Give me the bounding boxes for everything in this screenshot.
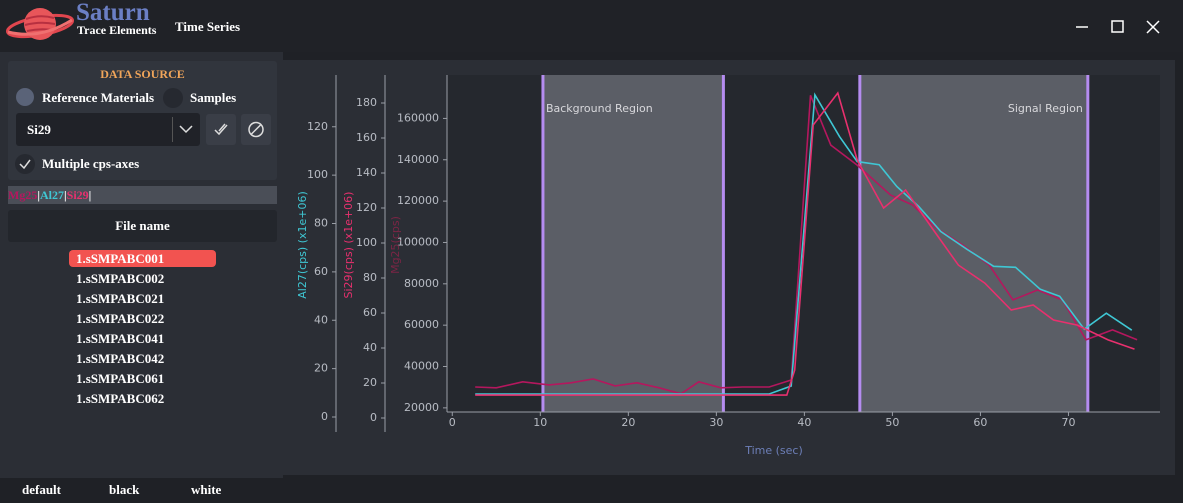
title-bar (0, 0, 1183, 52)
y-tick-label: 140000 (397, 153, 439, 166)
legend-item: Mg25 (8, 188, 38, 202)
y-tick-label: 60000 (404, 318, 439, 331)
y-tick-label: 20 (363, 376, 377, 389)
x-tick-label: 20 (621, 416, 635, 429)
x-tick-label: 40 (797, 416, 811, 429)
chart: Background Region Signal Region2000040000… (283, 60, 1175, 475)
region (542, 75, 724, 412)
x-tick-label: 70 (1061, 416, 1075, 429)
y-tick-label: 40000 (404, 360, 439, 373)
legend-item: Al27 (39, 188, 64, 202)
section-title: DATA SOURCE (100, 67, 185, 81)
action-buttons[interactable] (206, 114, 272, 146)
y-tick-label: 140 (356, 166, 377, 179)
y-axis-label: Mg25(cps) (389, 216, 402, 274)
y-tick-label: 60 (363, 306, 377, 319)
file-item[interactable]: 1.sSMPABC041 (76, 331, 165, 346)
x-tick-label: 0 (449, 416, 456, 429)
dropdown-arrow[interactable] (172, 113, 200, 146)
file-item[interactable]: 1.sSMPABC062 (76, 391, 165, 406)
radio-label[interactable]: Reference Materials (42, 90, 155, 105)
element-dropdown[interactable] (16, 113, 200, 146)
dropdown-value[interactable]: Si29 (27, 122, 51, 137)
file-item[interactable]: 1.sSMPABC061 (76, 371, 165, 386)
region-label: Signal Region (1008, 102, 1083, 115)
y-tick-label: 40 (314, 313, 328, 326)
series-line (475, 92, 1133, 395)
element-legend: Mg25|Al27|Si29| (8, 186, 277, 204)
y-tick-label: 180 (356, 96, 377, 109)
file-item[interactable]: 1.sSMPABC021 (76, 291, 165, 306)
y-tick-label: 120 (307, 120, 328, 133)
file-item[interactable]: 1.sSMPABC022 (76, 311, 165, 326)
file-list-header (8, 210, 277, 242)
y-tick-label: 160 (356, 131, 377, 144)
y-tick-label: 100000 (397, 235, 439, 248)
region (859, 75, 1088, 412)
checkbox-label[interactable]: Multiple cps-axes (42, 156, 140, 171)
legend-separator: | (37, 188, 40, 202)
file-item[interactable]: 1.sSMPABC042 (76, 351, 165, 366)
x-tick-label: 60 (973, 416, 987, 429)
radio-button[interactable] (163, 88, 183, 108)
y-tick-label: 80 (363, 271, 377, 284)
region-label: Background Region (546, 102, 653, 115)
y-tick-label: 20 (314, 362, 328, 375)
legend-item: Si29 (66, 188, 89, 202)
x-tick-label: 10 (533, 416, 547, 429)
checkbox[interactable] (14, 153, 36, 175)
y-tick-label: 0 (370, 411, 377, 424)
file-item[interactable]: 1.sSMPABC001 (69, 250, 216, 267)
window-title: Time Series (175, 19, 241, 34)
legend-separator: | (88, 188, 92, 202)
close-button[interactable] (1146, 20, 1160, 34)
legend-separator: | (63, 188, 67, 202)
window-controls[interactable] (1070, 14, 1170, 40)
y-tick-label: 80 (314, 217, 328, 230)
x-axis-label: Time (sec) (744, 444, 803, 457)
y-tick-label: 80000 (404, 277, 439, 290)
theme-option[interactable]: black (109, 482, 140, 497)
radio-label[interactable]: Samples (190, 90, 237, 105)
y-tick-label: 120 (356, 201, 377, 214)
y-tick-label: 60 (314, 265, 328, 278)
header-label: File name (115, 218, 170, 233)
app-name: Saturn (76, 0, 150, 26)
theme-option[interactable]: white (191, 482, 222, 497)
maximize-button[interactable] (1111, 20, 1124, 33)
app-logo (5, 8, 75, 40)
y-axis-label: Si29(cps) (x1e+06) (342, 192, 355, 299)
y-tick-label: 160000 (397, 111, 439, 124)
y-axis-label: Al27(cps) (x1e+06) (296, 191, 309, 299)
y-tick-label: 0 (321, 410, 328, 423)
radio-button[interactable] (16, 88, 34, 106)
y-tick-label: 20000 (404, 401, 439, 414)
y-tick-label: 120000 (397, 194, 439, 207)
y-tick-label: 100 (356, 236, 377, 249)
y-tick-label: 40 (363, 341, 377, 354)
theme-option[interactable]: default (22, 482, 61, 497)
x-tick-label: 30 (709, 416, 723, 429)
file-item[interactable]: 1.sSMPABC002 (76, 271, 165, 286)
y-tick-label: 100 (307, 168, 328, 181)
x-tick-label: 50 (885, 416, 899, 429)
series-line (475, 91, 1135, 396)
app-subtitle: Trace Elements (77, 23, 157, 37)
